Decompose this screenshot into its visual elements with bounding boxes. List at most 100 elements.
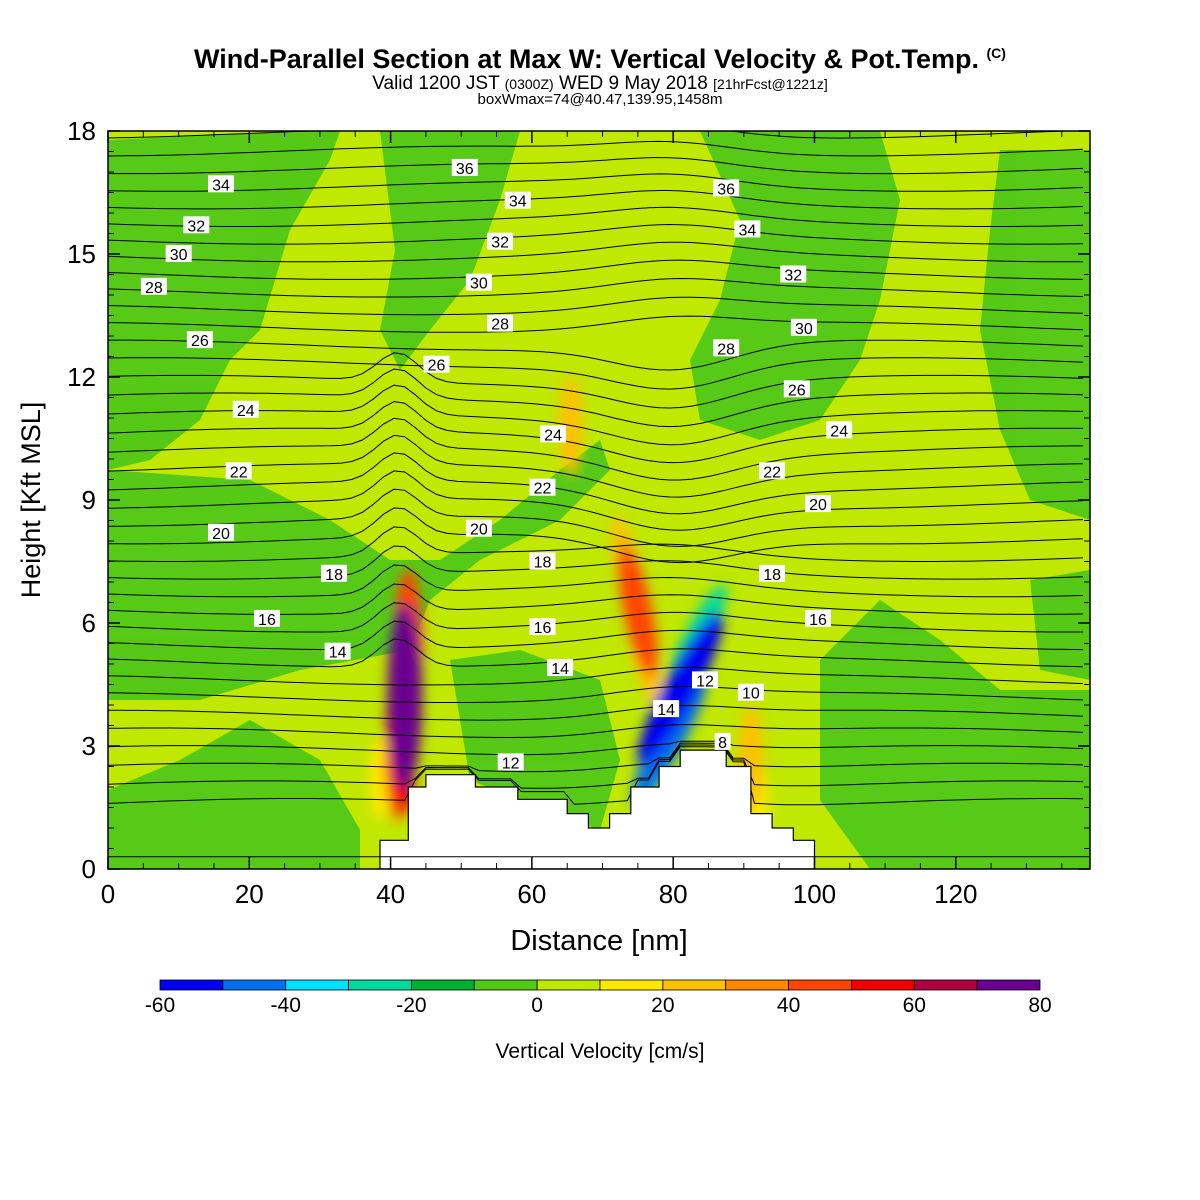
theta-label-text: 32 — [187, 218, 205, 235]
x-tick-label-80: 80 — [659, 879, 688, 909]
theta-label-text: 14 — [657, 702, 675, 719]
theta-label-text: 36 — [717, 181, 735, 198]
isentrope-31 — [108, 241, 1083, 263]
theta-label-text: 36 — [456, 161, 474, 178]
y-tick-label-6: 6 — [82, 608, 96, 638]
isentrope-10 — [108, 602, 1083, 633]
theta-label-bg — [225, 462, 252, 480]
colorbar-swatch-0 — [159, 979, 224, 991]
theta-label-bg — [783, 380, 810, 398]
isentrope-14 — [108, 526, 1083, 562]
theta-label-bg — [451, 158, 478, 176]
isentrope-21 — [108, 401, 1083, 464]
theta-label-bg — [183, 216, 210, 234]
theta-label-bg — [734, 220, 761, 238]
theta-label-13: 32 — [487, 232, 514, 252]
theta-label-bg — [165, 245, 192, 262]
isentrope-23 — [108, 368, 1083, 428]
isentrope-28 — [108, 296, 1083, 316]
theta-label-text: 20 — [809, 497, 827, 514]
isentrope-33 — [108, 206, 1083, 227]
theta-label-bg — [208, 175, 235, 193]
theta-label-23: 12 — [497, 753, 524, 772]
theta-label-bg — [324, 642, 351, 660]
pot-temp-labels: 34 32 30 28 26 24 22 20 18 16 14 36 34 32 30 28 26 24 22 20… — [140, 158, 853, 772]
theta-label-bg — [529, 478, 556, 496]
theta-label-bg — [805, 609, 832, 627]
theta-label-bg — [487, 314, 514, 332]
colorbar-tick-label-1: -40 — [271, 994, 301, 1017]
subtitle-date: WED 9 May 2018 — [558, 73, 708, 94]
isentrope-26 — [108, 339, 1083, 371]
subtitle-utc: (0300Z) — [504, 76, 554, 92]
isentrope-25 — [108, 357, 1083, 390]
theta-label-text: 24 — [830, 423, 848, 440]
isentrope-17 — [108, 470, 1083, 531]
theta-label-bg — [713, 179, 740, 197]
terrain-shape — [379, 749, 816, 869]
theta-label-text: 16 — [258, 612, 276, 629]
theta-label-30: 24 — [826, 421, 853, 440]
band-lower-left — [108, 720, 360, 869]
colorbar-swatch-1 — [222, 979, 287, 991]
theta-label-18: 22 — [529, 478, 556, 498]
x-tick-label-20: 20 — [235, 879, 264, 909]
colorbar-tick-label-5: 40 — [777, 994, 800, 1017]
theta-label-5: 24 — [232, 400, 259, 420]
theta-label-26: 32 — [780, 265, 807, 285]
theta-label-15: 28 — [487, 314, 514, 334]
colorbar-tick-label-6: 60 — [903, 994, 926, 1017]
theta-label-34: 16 — [805, 609, 832, 629]
chart-title-mark: (C) — [986, 45, 1006, 61]
theta-label-24: 36 — [713, 179, 740, 198]
w-cell-5 — [559, 376, 583, 477]
isentrope-2 — [108, 742, 1083, 773]
theta-label-bg — [713, 339, 740, 357]
theta-label-bg — [737, 683, 764, 701]
theta-label-12: 34 — [504, 191, 531, 211]
band-center-upper — [380, 131, 520, 370]
theta-label-text: 24 — [237, 403, 255, 420]
theta-label-bg — [321, 564, 348, 582]
theta-label-text: 18 — [325, 567, 343, 584]
theta-label-bg — [540, 425, 567, 443]
colorbar-swatch-11 — [851, 979, 915, 991]
isentrope-15 — [108, 507, 1083, 564]
theta-label-bg — [140, 277, 167, 295]
vertical-velocity-cells — [369, 376, 769, 851]
colorbar-swatch-3 — [348, 979, 412, 991]
theta-label-bg — [529, 552, 556, 570]
pot-temp-contours — [108, 131, 1083, 806]
colorbar-swatch-9 — [725, 979, 789, 991]
x-tick-label-40: 40 — [376, 879, 405, 909]
theta-label-3: 28 — [140, 277, 167, 297]
theta-label-bg — [759, 564, 786, 582]
theta-label-text: 10 — [742, 686, 760, 703]
theta-label-33: 18 — [759, 564, 786, 584]
y-tick-label-15: 15 — [67, 239, 96, 269]
theta-label-text: 18 — [763, 567, 781, 584]
theta-label-28: 28 — [713, 339, 740, 358]
theta-label-text: 22 — [763, 464, 781, 481]
theta-label-38: 8 — [714, 732, 731, 752]
isentrope-24 — [108, 352, 1083, 409]
theta-label-35: 12 — [691, 671, 718, 690]
theta-label-6: 22 — [225, 462, 252, 481]
theta-label-text: 20 — [470, 522, 488, 539]
theta-label-bg — [497, 753, 524, 771]
colorbar-tick-label-2: -20 — [396, 994, 426, 1017]
y-tick-label-3: 3 — [82, 731, 96, 761]
isentrope-16 — [108, 488, 1083, 547]
theta-label-text: 22 — [230, 464, 248, 481]
w-cell-9 — [618, 544, 658, 678]
chart-subtitle-line3: boxWmax=74@40.47,139.95,1458m — [477, 91, 723, 108]
y-tick-label-12: 12 — [67, 362, 96, 392]
band-left-upper — [108, 131, 340, 470]
colorbar-swatch-7 — [599, 979, 664, 991]
band-lower-right — [820, 600, 1090, 869]
theta-label-32: 20 — [805, 495, 832, 514]
isentrope-3 — [108, 740, 1083, 756]
theta-label-bg — [504, 191, 531, 209]
theta-label-25: 34 — [734, 220, 761, 239]
